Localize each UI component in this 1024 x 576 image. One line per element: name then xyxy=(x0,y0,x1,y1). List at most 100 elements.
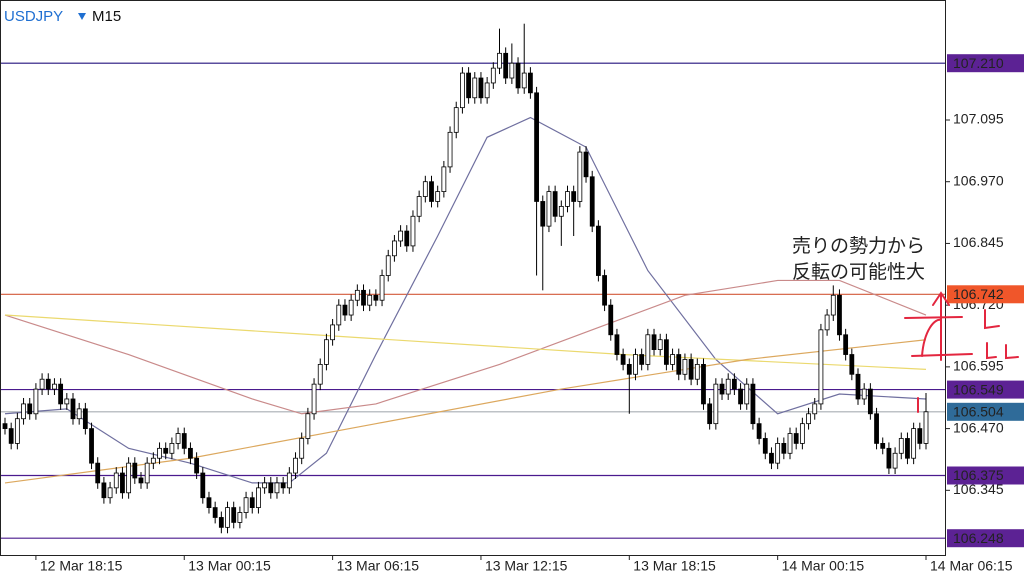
candle-body xyxy=(286,472,292,489)
plot-frame xyxy=(0,0,946,556)
candle-body xyxy=(466,72,471,99)
candle-body xyxy=(169,443,175,454)
candle-body xyxy=(911,428,917,459)
level-label: 106.248 xyxy=(953,530,1004,546)
candle-body xyxy=(2,423,8,429)
candle-body xyxy=(775,443,781,464)
candle-body xyxy=(867,388,873,415)
symbol-dropdown[interactable] xyxy=(78,13,86,20)
candle-body xyxy=(435,191,441,202)
candle-body xyxy=(633,354,638,375)
candle-body xyxy=(886,447,892,469)
candle-body xyxy=(157,447,162,459)
candle-body xyxy=(923,411,929,444)
candle-body xyxy=(707,403,713,425)
candle-body xyxy=(225,507,230,528)
candle-body xyxy=(101,482,107,499)
level-label-box xyxy=(947,529,1024,548)
candle-body xyxy=(688,359,694,380)
candle-body xyxy=(917,428,923,444)
candle-body xyxy=(565,191,570,207)
level-label: 106.549 xyxy=(953,381,1004,397)
candle-body xyxy=(342,304,348,316)
candle-body xyxy=(731,378,737,390)
candle-body xyxy=(14,418,20,444)
candle-body xyxy=(206,497,212,508)
candle-body xyxy=(818,329,824,405)
candle-body xyxy=(540,201,546,227)
candle-body xyxy=(120,472,125,494)
candle-body xyxy=(756,423,762,439)
annotation: 反転の可能性大 xyxy=(792,261,925,283)
x-tick-label: 13 Mar 12:15 xyxy=(485,558,568,574)
y-tick-label: 106.345 xyxy=(953,481,1004,497)
candle-body xyxy=(750,383,756,425)
candle-body xyxy=(268,482,274,494)
candle-body xyxy=(725,378,731,395)
candle-body xyxy=(212,507,218,518)
candle-body xyxy=(299,438,305,459)
candle-body xyxy=(249,497,255,508)
candle-body xyxy=(472,77,478,99)
candle-body xyxy=(447,131,453,168)
candle-body xyxy=(82,408,88,429)
candle-body xyxy=(45,378,51,390)
candle-body xyxy=(670,354,675,365)
candle-body xyxy=(843,334,849,355)
candle-body xyxy=(163,447,169,454)
candle-body xyxy=(595,225,601,276)
candle-body xyxy=(769,452,774,464)
candle-body xyxy=(89,428,94,464)
candle-body xyxy=(528,72,533,94)
candle-body xyxy=(713,383,719,425)
candle-body xyxy=(385,255,391,276)
annotation: 売りの勢力から xyxy=(792,235,925,257)
hand-stroke xyxy=(984,309,1000,330)
candle-body xyxy=(126,462,132,494)
candle-body xyxy=(787,433,793,454)
timeframe[interactable]: M15 xyxy=(92,8,121,25)
candle-body xyxy=(552,191,558,217)
candle-body xyxy=(521,72,527,89)
candle-body xyxy=(478,77,484,99)
candle-body xyxy=(880,443,886,449)
level-label: 106.504 xyxy=(953,404,1004,420)
candle-body xyxy=(546,191,552,227)
hand-stroke xyxy=(986,342,1019,360)
candle-body xyxy=(484,82,490,99)
candle-body xyxy=(639,354,645,365)
candle-body xyxy=(657,339,663,350)
candle-body xyxy=(144,462,150,484)
candle-body xyxy=(577,151,583,202)
candle-body xyxy=(515,62,521,89)
candle-body xyxy=(336,304,342,326)
candle-body xyxy=(361,289,366,306)
candle-body xyxy=(305,413,311,439)
candle-body xyxy=(824,314,830,331)
candle-body xyxy=(719,383,725,395)
candle-body xyxy=(52,383,57,390)
candle-body xyxy=(39,378,45,390)
candle-body xyxy=(354,289,360,301)
candle-body xyxy=(583,151,589,178)
level-label-box xyxy=(947,402,1024,421)
candle-body xyxy=(806,413,811,425)
candle-body xyxy=(861,388,867,400)
x-tick-label: 13 Mar 06:15 xyxy=(337,558,420,574)
candle-body xyxy=(237,512,243,523)
candle-body xyxy=(398,230,403,242)
level-label-box xyxy=(947,466,1024,485)
candle-body xyxy=(571,191,577,202)
candle-body xyxy=(663,339,669,365)
candle-body xyxy=(534,92,539,202)
y-tick-label: 106.845 xyxy=(953,234,1004,250)
candle-body xyxy=(497,52,502,69)
candle-body xyxy=(558,205,564,217)
candle-body xyxy=(460,72,465,109)
candle-body xyxy=(181,433,187,449)
candle-body xyxy=(614,334,620,355)
candle-body xyxy=(744,383,750,405)
